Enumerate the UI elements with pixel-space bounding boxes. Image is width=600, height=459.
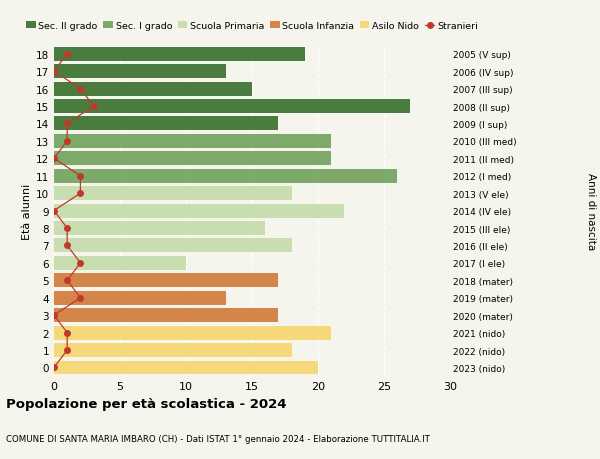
Bar (54, 100, 410, 114)
Bar (54, 48, 305, 62)
Text: COMUNE DI SANTA MARIA IMBARO (CH) - Dati ISTAT 1° gennaio 2024 - Elaborazione TU: COMUNE DI SANTA MARIA IMBARO (CH) - Dati… (6, 434, 430, 443)
Bar (54, 361, 318, 375)
Bar (54, 291, 226, 305)
Y-axis label: Età alunni: Età alunni (22, 183, 32, 239)
Bar (54, 326, 331, 340)
Bar (54, 343, 292, 357)
Bar (54, 169, 397, 183)
Bar (54, 204, 344, 218)
Bar (54, 134, 331, 149)
Legend: Sec. II grado, Sec. I grado, Scuola Primaria, Scuola Infanzia, Asilo Nido, Stran: Sec. II grado, Sec. I grado, Scuola Prim… (22, 18, 482, 34)
Bar (54, 187, 292, 201)
Text: Popolazione per età scolastica - 2024: Popolazione per età scolastica - 2024 (6, 397, 287, 410)
Bar (54, 257, 186, 270)
Bar (54, 83, 252, 96)
Text: Anni di nascita: Anni di nascita (586, 173, 596, 250)
Bar (54, 308, 278, 323)
Bar (54, 222, 265, 235)
Bar (54, 117, 278, 131)
Bar (54, 239, 292, 253)
Bar (54, 152, 331, 166)
Bar (54, 274, 278, 288)
Bar (54, 65, 226, 79)
